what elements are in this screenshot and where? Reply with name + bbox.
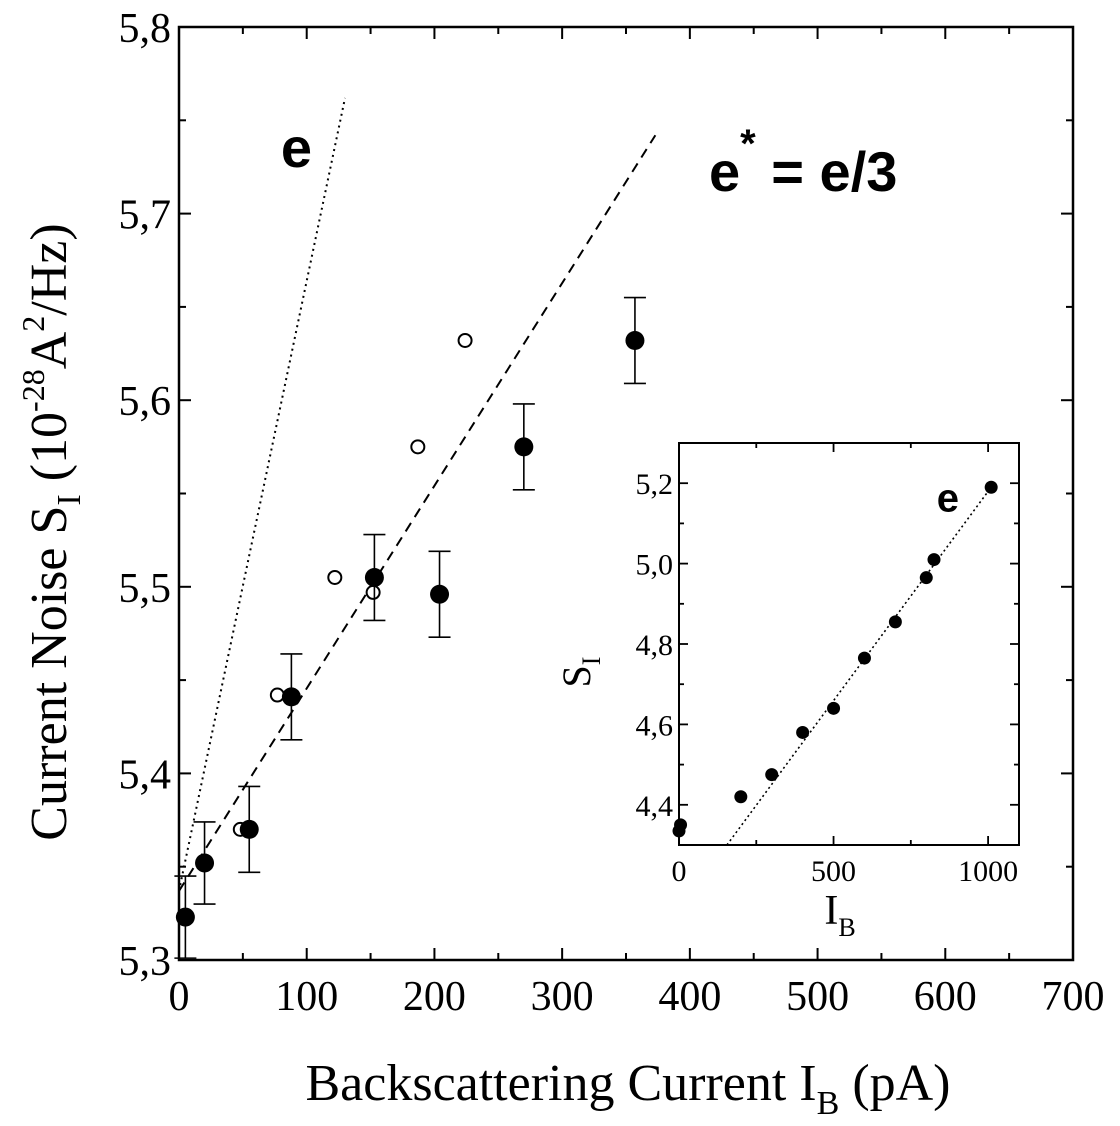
inset-x-axis-title: IB (824, 888, 855, 942)
inset-data-point (765, 768, 779, 782)
inset-x-axis-title-sub: B (838, 913, 855, 942)
inset-data-point (984, 480, 998, 494)
inset-y-tick-label: 4,8 (636, 629, 674, 662)
filled-circle-point (175, 907, 195, 927)
x-tick-label: 200 (403, 974, 466, 1020)
inset-y-tick-label: 5,0 (636, 549, 674, 582)
main-plot: 0 100 200 300 400 500 600 700 5,3 5,4 5,5 5,6 5,7 5,8… (119, 6, 1105, 1020)
inset-y-axis-title-main: S (554, 665, 599, 687)
main-x-axis-title-tail: (pA) (839, 1055, 950, 1112)
main-y-axis-title: Current Noise SI (10-28A2/Hz) (15, 223, 88, 840)
inset-data-point (919, 571, 933, 585)
y-tick-label: 5,8 (119, 6, 172, 52)
inset-x-tick-label: 0 (672, 855, 687, 888)
annotation-e-third: e* = e/3 (709, 122, 897, 203)
x-tick-label: 700 (1042, 974, 1105, 1020)
inset-data-point (796, 725, 810, 739)
open-circle-point (457, 332, 473, 348)
filled-circle-point (239, 819, 259, 839)
inset-data-point (674, 818, 688, 832)
main-y-axis-title-paren: (10 (21, 412, 78, 494)
filled-circle-point (195, 853, 215, 873)
main-x-axis-title-sub: B (817, 1085, 840, 1122)
inset-x-tick-label: 1000 (958, 855, 1018, 888)
main-x-axis-title-main: Backscattering Current I (305, 1055, 816, 1112)
main-y-axis-title-sub: I (51, 494, 88, 505)
inset-fit-line (726, 486, 992, 846)
open-circle-point (327, 569, 343, 585)
y-tick-label: 5,7 (119, 193, 172, 239)
annotation-equals: = e/3 (756, 140, 898, 203)
main-y-axis-title-exp1: -28 (15, 369, 51, 412)
main-x-axis-title: Backscattering Current IB (pA) (305, 1055, 950, 1122)
filled-circle-point (430, 584, 450, 604)
x-tick-label: 0 (169, 974, 190, 1020)
filled-circle-point (625, 330, 645, 350)
inset-data-point (888, 615, 902, 629)
charge-e-third-line (178, 134, 657, 892)
annotation-e: e (281, 116, 312, 179)
x-tick-label: 100 (275, 974, 338, 1020)
open-circle-point (269, 687, 285, 703)
y-tick-label: 5,5 (119, 566, 172, 612)
x-tick-label: 500 (786, 974, 849, 1020)
main-y-axis-title-exp2: 2 (15, 316, 51, 332)
inset-y-tick-label: 4,4 (636, 790, 674, 823)
inset-data-point (857, 651, 871, 665)
open-circle-point (410, 439, 426, 455)
inset-plot: 0 500 1000 4,4 4,6 4,8 5,0 5,2 e (636, 442, 1020, 888)
filled-circle-point (281, 687, 301, 707)
y-tick-label: 5,4 (119, 752, 172, 798)
inset-x-axis-title-main: I (824, 888, 838, 934)
main-y-axis-title-main: Current Noise S (21, 506, 78, 841)
inset-annotation-e: e (937, 476, 959, 520)
inset-data-point (827, 701, 841, 715)
filled-circle-point (514, 437, 534, 457)
inset-y-axis-title-sub: I (577, 657, 606, 666)
x-tick-label: 400 (658, 974, 721, 1020)
y-tick-label: 5,6 (119, 379, 172, 425)
inset-data-point (734, 790, 748, 804)
inset-frame (678, 442, 1020, 846)
inset-y-tick-label: 4,6 (636, 709, 674, 742)
inset-data-point (927, 553, 941, 567)
main-y-axis-title-tail: /Hz) (21, 223, 78, 315)
inset-x-tick-label: 500 (811, 855, 856, 888)
filled-circle-point (364, 567, 384, 587)
annotation-e-base: e (709, 140, 740, 203)
charge-e-line (178, 97, 347, 892)
annotation-star: * (740, 122, 756, 166)
x-tick-label: 600 (914, 974, 977, 1020)
open-circle-point (365, 584, 381, 600)
inset-y-axis-title: SI (554, 657, 606, 688)
inset-y-tick-label: 5,2 (636, 468, 674, 501)
y-tick-label: 5,3 (119, 939, 172, 985)
main-y-axis-title-unit: A (21, 331, 78, 369)
x-tick-label: 300 (531, 974, 594, 1020)
